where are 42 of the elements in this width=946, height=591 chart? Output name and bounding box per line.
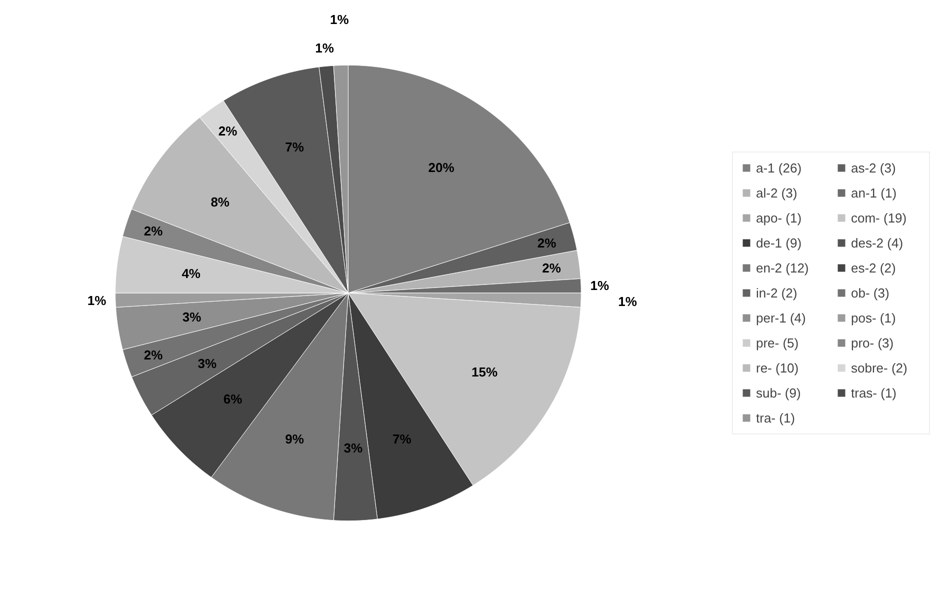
legend-label: as-2 (3) bbox=[851, 160, 897, 175]
data-label: 2% bbox=[542, 260, 562, 276]
legend-label: pre- (5) bbox=[756, 335, 800, 350]
data-label: 1% bbox=[618, 294, 638, 310]
legend-label: sobre- (2) bbox=[851, 360, 908, 375]
data-label: 7% bbox=[285, 140, 304, 155]
legend-label: al-2 (3) bbox=[756, 185, 798, 200]
data-label: 2% bbox=[144, 347, 164, 362]
legend-label: tras- (1) bbox=[851, 385, 898, 400]
legend-label: es-2 (2) bbox=[851, 260, 897, 275]
data-label: 6% bbox=[223, 392, 243, 407]
legend-label: ob- (3) bbox=[851, 285, 890, 300]
legend-label: de-1 (9) bbox=[756, 235, 803, 250]
data-label: 1% bbox=[330, 12, 350, 28]
legend-label: a-1 (26) bbox=[756, 160, 803, 175]
data-label: 4% bbox=[182, 266, 201, 282]
data-label: 2% bbox=[218, 123, 238, 138]
legend-label: pos- (1) bbox=[851, 310, 897, 325]
legend-label: apo- (1) bbox=[756, 210, 803, 225]
data-label: 8% bbox=[210, 194, 230, 210]
legend-label: pro- (3) bbox=[851, 335, 895, 350]
legend-label: in-2 (2) bbox=[756, 285, 798, 300]
data-label: 3% bbox=[182, 310, 202, 325]
legend-label: per-1 (4) bbox=[756, 310, 807, 325]
legend-label: tra- (1) bbox=[756, 410, 796, 425]
data-label: 7% bbox=[392, 431, 412, 446]
data-label: 1% bbox=[315, 40, 334, 56]
data-label: 3% bbox=[198, 356, 217, 371]
legend-label: sub- (9) bbox=[756, 385, 802, 400]
data-label: 9% bbox=[285, 431, 304, 446]
data-label: 3% bbox=[344, 440, 364, 456]
legend-label: des-2 (4) bbox=[851, 235, 904, 250]
data-label: 20% bbox=[428, 160, 455, 176]
legend-label: an-1 (1) bbox=[851, 185, 898, 200]
data-label: 2% bbox=[144, 224, 164, 239]
legend-label: re- (10) bbox=[756, 360, 800, 375]
data-label: 1% bbox=[87, 293, 107, 308]
data-label: 1% bbox=[590, 278, 610, 293]
data-label: 2% bbox=[537, 236, 557, 251]
data-label: 15% bbox=[472, 364, 498, 380]
legend-label: com- (19) bbox=[851, 210, 908, 225]
legend-label: en-2 (12) bbox=[756, 260, 810, 275]
